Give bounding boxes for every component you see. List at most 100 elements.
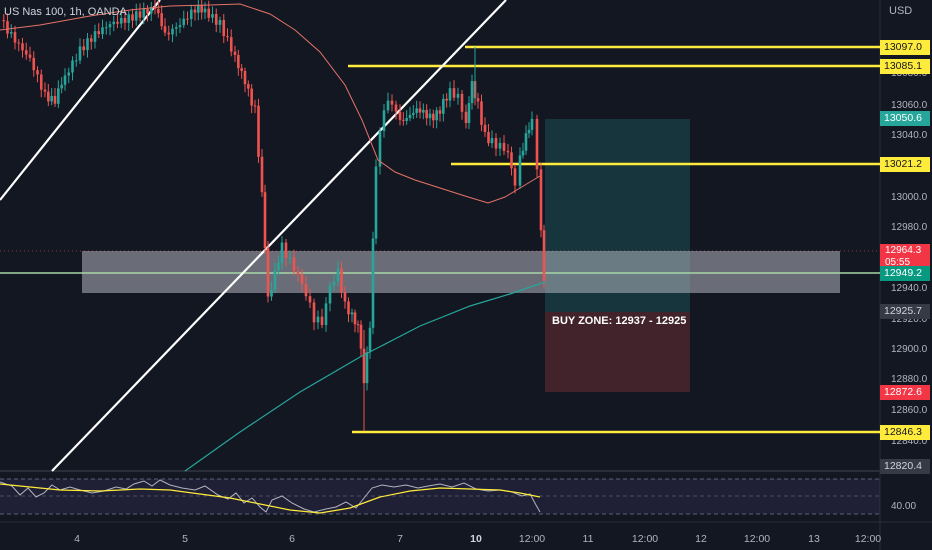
candle-body (347, 301, 350, 315)
moving-average-red (0, 3, 541, 204)
candle-body (356, 324, 360, 326)
candle-body (494, 138, 498, 149)
price-tag-green-line: 12949.2 (880, 266, 930, 281)
candle-body (50, 95, 53, 102)
candle-body (243, 70, 247, 85)
candle-body (386, 100, 390, 111)
candle-body (359, 324, 363, 349)
candle-body (86, 38, 89, 51)
candle-body (146, 8, 149, 14)
price-tick: 12880.0 (891, 374, 928, 385)
candle-body (518, 155, 522, 186)
candle-body (134, 11, 138, 21)
price-tag-current-high: 13050.6 (880, 111, 930, 126)
candle-body (353, 312, 357, 325)
candle-body (542, 230, 546, 282)
trend-line-lower[interactable] (51, 0, 507, 472)
candle-body (104, 27, 108, 29)
candle-body (266, 248, 270, 297)
candle-body (480, 101, 483, 125)
price-tag-last: 12964.3 05:55 (880, 244, 930, 269)
candle-body (408, 114, 412, 119)
candle-body (296, 271, 300, 275)
candle-body (21, 43, 24, 51)
buy-zone-label[interactable]: BUY ZONE: 12937 - 12925 (552, 315, 687, 327)
price-tag-level-3: 13021.2 (880, 157, 930, 172)
candle-body (308, 296, 312, 303)
price-tick: 12900.0 (891, 344, 928, 355)
candle-body (445, 98, 448, 101)
candle-body (412, 112, 415, 115)
price-tag-level-4: 12846.3 (880, 425, 930, 440)
candle-body (390, 100, 394, 105)
candle-body (119, 17, 123, 24)
candle-body (304, 283, 308, 297)
candle-body (163, 26, 167, 33)
candle-body (240, 68, 243, 71)
candle-body (178, 25, 182, 28)
candle-body (74, 60, 78, 62)
symbol-title[interactable]: US Nas 100, 1h, OANDA (4, 6, 127, 18)
candle-body (28, 54, 32, 58)
candle-body (160, 13, 163, 27)
candle-body (452, 88, 456, 98)
candle-body (336, 268, 340, 282)
candle-body (415, 108, 418, 113)
candle-body (257, 105, 260, 157)
price-tick: 12920.0 (891, 314, 928, 325)
candle-body (483, 124, 487, 132)
candle-body (24, 50, 28, 55)
buy-zone-rectangle[interactable] (82, 251, 840, 293)
candle-body (131, 14, 134, 21)
candle-body (138, 11, 142, 18)
candle-body (253, 105, 257, 107)
candle-body (171, 28, 174, 35)
candle-body (127, 14, 131, 23)
candle-body (365, 352, 369, 384)
time-label: 6 (289, 533, 295, 545)
price-tag-level-2: 13085.1 (880, 59, 930, 74)
candle-body (226, 36, 229, 38)
candle-body (435, 110, 438, 121)
candle-body (222, 20, 226, 37)
price-tick: 13040.0 (891, 130, 928, 141)
candle-body (374, 166, 378, 239)
candle-body (197, 4, 200, 13)
candle-body (343, 292, 347, 302)
candle-body (280, 242, 284, 263)
candle-body (93, 31, 97, 42)
time-label: 12:00 (743, 533, 771, 545)
candle-body (193, 9, 197, 13)
candle-body (432, 113, 435, 121)
stop-zone-box[interactable] (545, 312, 690, 392)
candle-body (237, 54, 240, 69)
currency-label[interactable]: USD (889, 5, 913, 17)
candle-body (324, 303, 328, 326)
candle-body (535, 118, 539, 170)
candle-body (506, 150, 510, 153)
candle-body (425, 109, 428, 119)
candle-body (71, 60, 74, 73)
candle-body (470, 81, 474, 104)
candle-body (270, 289, 273, 297)
candle-body (167, 32, 171, 35)
candle-body (247, 84, 250, 89)
candle-body (211, 13, 214, 18)
bar-countdown: 05:55 (885, 257, 911, 268)
time-label: 4 (74, 533, 80, 545)
candle-body (17, 42, 21, 44)
candle-body (9, 32, 13, 34)
trend-line-upper[interactable] (0, 0, 161, 201)
candle-body (422, 109, 425, 113)
candle-body (116, 21, 119, 24)
candle-body (378, 130, 382, 167)
candle-body (328, 285, 332, 304)
candle-body (207, 8, 211, 18)
time-label: 12:00 (631, 533, 659, 545)
candlestick-series (2, 0, 546, 431)
candle-body (350, 312, 354, 315)
candle-body (229, 37, 233, 52)
candle-body (260, 156, 264, 193)
